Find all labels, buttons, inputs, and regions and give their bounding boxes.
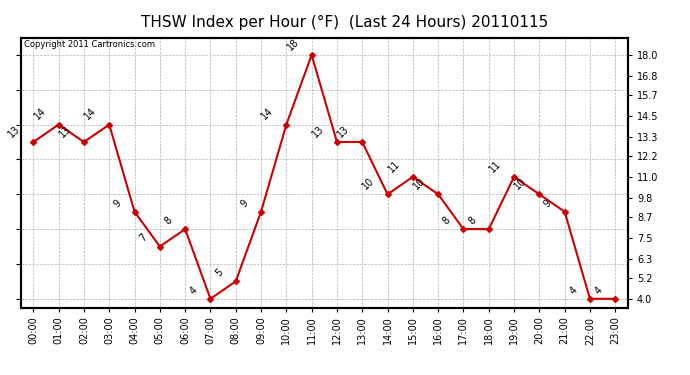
Text: 4: 4 (593, 285, 604, 296)
Text: Copyright 2011 Cartronics.com: Copyright 2011 Cartronics.com (23, 40, 155, 49)
Text: 9: 9 (542, 198, 553, 209)
Text: 18: 18 (285, 36, 301, 52)
Text: 10: 10 (361, 176, 377, 192)
Text: 8: 8 (466, 215, 477, 226)
Text: 14: 14 (32, 106, 48, 122)
Text: 8: 8 (441, 215, 453, 226)
Text: 5: 5 (213, 267, 225, 279)
Text: 7: 7 (137, 232, 149, 244)
Text: 9: 9 (239, 198, 250, 209)
Text: 10: 10 (411, 176, 427, 192)
Text: 14: 14 (259, 106, 275, 122)
Text: 13: 13 (6, 123, 22, 139)
Text: 13: 13 (310, 123, 326, 139)
Text: THSW Index per Hour (°F)  (Last 24 Hours) 20110115: THSW Index per Hour (°F) (Last 24 Hours)… (141, 15, 549, 30)
Text: 13: 13 (57, 123, 73, 139)
Text: 11: 11 (386, 158, 402, 174)
Text: 4: 4 (188, 285, 199, 296)
Text: 14: 14 (82, 106, 98, 122)
Text: 9: 9 (112, 198, 124, 209)
Text: 4: 4 (567, 285, 579, 296)
Text: 11: 11 (487, 158, 503, 174)
Text: 13: 13 (335, 123, 351, 139)
Text: 8: 8 (163, 215, 174, 226)
Text: 10: 10 (513, 176, 529, 192)
